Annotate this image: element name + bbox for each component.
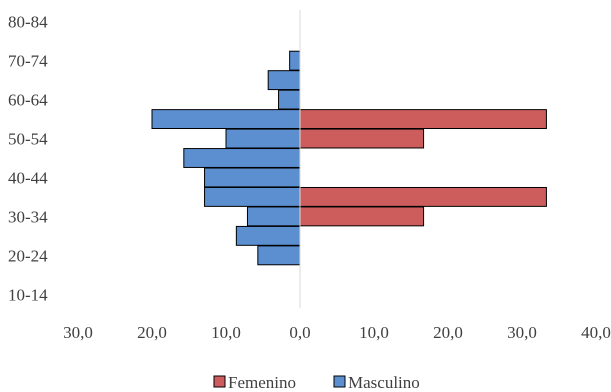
legend-label: Masculino bbox=[348, 373, 420, 392]
x-tick-label: 10,0 bbox=[359, 323, 389, 342]
bar-femenino-30-34 bbox=[299, 206, 425, 227]
y-tick-label: 40-44 bbox=[8, 168, 48, 187]
x-tick-label: 20,0 bbox=[433, 323, 463, 342]
bar-masculino-20-24 bbox=[257, 245, 301, 266]
x-tick-label: 10,0 bbox=[211, 323, 241, 342]
x-tick-label: 30,0 bbox=[507, 323, 537, 342]
x-tick-label: 20,0 bbox=[137, 323, 167, 342]
bar-masculino-70-74 bbox=[289, 50, 301, 71]
bar-masculino-60-64 bbox=[278, 89, 301, 110]
x-tick-label: 0,0 bbox=[289, 323, 310, 342]
bar-masculino-55-59 bbox=[151, 109, 301, 130]
x-tick-label: 30,0 bbox=[63, 323, 93, 342]
bar-masculino-65-69 bbox=[267, 70, 301, 91]
y-tick-label: 60-64 bbox=[8, 91, 48, 110]
bar-masculino-45-49 bbox=[183, 148, 301, 168]
legend: Femenino Masculino bbox=[213, 373, 420, 392]
y-tick-label: 20-24 bbox=[8, 246, 48, 265]
y-tick-label: 70-74 bbox=[8, 52, 48, 71]
y-tick-label: 30-34 bbox=[8, 207, 48, 226]
legend-swatch bbox=[213, 375, 226, 388]
bar-masculino-50-54 bbox=[225, 128, 301, 149]
y-tick-label: 10-14 bbox=[8, 285, 48, 304]
bars-layer bbox=[151, 50, 547, 266]
x-axis-tick-labels: 30,0 20,0 10,0 0,0 10,0 20,0 30,0 40,0 bbox=[63, 323, 611, 342]
bar-masculino-30-34 bbox=[246, 206, 301, 227]
y-tick-label: 50-54 bbox=[8, 130, 48, 149]
bar-masculino-35-39 bbox=[204, 186, 301, 207]
x-tick-label: 40,0 bbox=[581, 323, 611, 342]
bar-femenino-35-39 bbox=[299, 186, 547, 207]
legend-swatch bbox=[333, 375, 346, 388]
bar-masculino-40-44 bbox=[204, 167, 301, 188]
bar-femenino-55-59 bbox=[299, 109, 547, 130]
bar-masculino-25-29 bbox=[235, 225, 301, 246]
legend-label: Femenino bbox=[228, 373, 296, 392]
y-axis-tick-labels: 80-84 70-74 60-64 50-54 40-44 30-34 20-24 10-14 bbox=[8, 13, 48, 305]
bar-femenino-50-54 bbox=[299, 128, 425, 149]
y-tick-label: 80-84 bbox=[8, 13, 48, 32]
